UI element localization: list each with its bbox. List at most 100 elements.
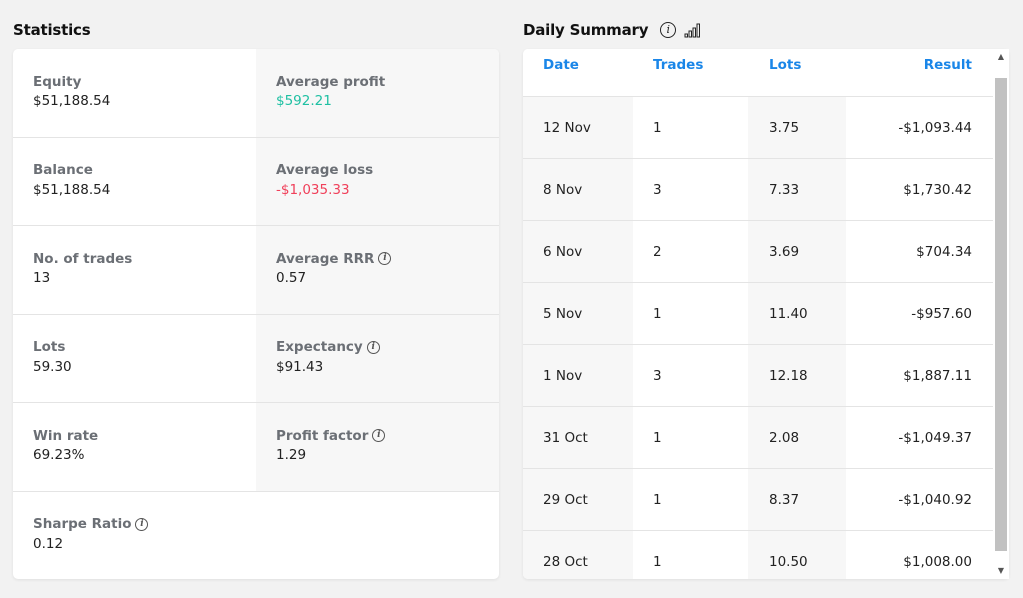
stat-row-balance: Balance $51,188.54 Average loss -$1,035.…	[13, 137, 499, 226]
column-header-date[interactable]: Date	[523, 49, 633, 96]
stat-profit-factor: Profit factor i 1.29	[256, 403, 499, 491]
cell-lots: 8.37	[748, 469, 846, 530]
stat-label: Win rate	[33, 427, 99, 444]
stat-equity: Equity $51,188.54	[13, 49, 256, 137]
info-icon[interactable]: i	[366, 340, 380, 354]
stat-label: Equity	[33, 73, 82, 90]
scroll-up-arrow-icon[interactable]: ▲	[997, 52, 1005, 61]
stat-label: Expectancy	[276, 339, 363, 355]
column-header-lots[interactable]: Lots	[748, 49, 846, 96]
cell-trades: 1	[633, 531, 748, 579]
info-icon[interactable]: i	[135, 517, 149, 531]
stat-label-wrap: Expectancy i	[276, 338, 479, 357]
cell-date: 8 Nov	[523, 159, 633, 220]
stat-value: 59.30	[33, 358, 72, 375]
daily-summary-card: Date Trades Lots Result 12 Nov 1 3.75 -$…	[523, 49, 1009, 579]
stat-value: 1.29	[276, 447, 307, 463]
cell-result: $1,730.42	[846, 159, 993, 220]
cell-date: 12 Nov	[523, 97, 633, 158]
stat-value: $91.43	[276, 358, 324, 375]
stat-row-equity: Equity $51,188.54 Average profit $592.21	[13, 49, 499, 138]
cell-date: 5 Nov	[523, 283, 633, 344]
table-row[interactable]: 6 Nov 2 3.69 $704.34	[523, 221, 993, 283]
cell-result: $1,008.00	[846, 531, 993, 579]
info-icon[interactable]: i	[372, 429, 386, 442]
column-header-result[interactable]: Result	[846, 49, 993, 96]
cell-result: $704.34	[846, 221, 993, 282]
stat-value: 0.57	[276, 270, 307, 286]
stat-value: 69.23%	[33, 447, 85, 463]
cell-date: 29 Oct	[523, 469, 633, 530]
scroll-down-arrow-icon[interactable]: ▼	[997, 566, 1005, 575]
cell-result: -$1,040.92	[846, 469, 993, 530]
cell-lots: 3.75	[748, 97, 846, 158]
cell-result: $1,887.11	[846, 345, 993, 406]
stat-value: 13	[33, 270, 51, 286]
stat-value: 0.12	[33, 535, 64, 552]
vertical-scrollbar[interactable]: ▲ ▼	[993, 49, 1009, 579]
stat-value: -$1,035.33	[276, 181, 350, 198]
stat-row-trades: No. of trades 13 Average RRR i 0.57	[13, 226, 499, 315]
cell-lots: 12.18	[748, 345, 846, 406]
cell-trades: 2	[633, 221, 748, 282]
stat-label: Average profit	[276, 73, 386, 90]
cell-trades: 1	[633, 283, 748, 344]
stat-row-lots: Lots 59.30 Expectancy i $91.43	[13, 314, 499, 403]
stat-win-rate: Win rate 69.23%	[13, 403, 256, 491]
table-row[interactable]: 5 Nov 1 11.40 -$957.60	[523, 283, 993, 345]
stat-sharpe-ratio: Sharpe Ratio i 0.12	[13, 492, 256, 580]
info-icon[interactable]: i	[378, 252, 392, 265]
cell-result: -$957.60	[846, 283, 993, 344]
stat-row-sharpe: Sharpe Ratio i 0.12	[13, 492, 499, 580]
stat-row-win-rate: Win rate 69.23% Profit factor i 1.29	[13, 403, 499, 492]
stat-average-rrr: Average RRR i 0.57	[256, 226, 499, 314]
cell-date: 28 Oct	[523, 531, 633, 579]
table-row[interactable]: 29 Oct 1 8.37 -$1,040.92	[523, 469, 993, 531]
table-row[interactable]: 1 Nov 3 12.18 $1,887.11	[523, 345, 993, 407]
stat-label-wrap: Sharpe Ratio i	[33, 515, 236, 534]
stat-label: No. of trades	[33, 250, 133, 267]
cell-result: -$1,049.37	[846, 407, 993, 468]
cell-trades: 3	[633, 159, 748, 220]
stat-no-of-trades: No. of trades 13	[13, 226, 256, 314]
cell-lots: 2.08	[748, 407, 846, 468]
stat-value: $51,188.54	[33, 93, 111, 109]
statistics-card: Equity $51,188.54 Average profit $592.21…	[13, 49, 499, 579]
cell-date: 31 Oct	[523, 407, 633, 468]
stat-average-profit: Average profit $592.21	[256, 49, 499, 137]
stat-value: $592.21	[276, 93, 332, 109]
cell-trades: 1	[633, 469, 748, 530]
table-header: Date Trades Lots Result	[523, 49, 993, 97]
table-row[interactable]: 12 Nov 1 3.75 -$1,093.44	[523, 97, 993, 159]
stat-label: Balance	[33, 162, 93, 178]
stat-expectancy: Expectancy i $91.43	[256, 314, 499, 402]
cell-result: -$1,093.44	[846, 97, 993, 158]
table-row[interactable]: 28 Oct 1 10.50 $1,008.00	[523, 531, 993, 579]
cell-lots: 7.33	[748, 159, 846, 220]
stat-label: Lots	[33, 339, 66, 355]
statistics-title: Statistics	[13, 21, 91, 39]
scrollbar-thumb[interactable]	[995, 78, 1007, 551]
column-header-trades[interactable]: Trades	[633, 49, 748, 96]
stat-lots: Lots 59.30	[13, 315, 256, 403]
bar-chart-icon[interactable]	[684, 22, 701, 38]
stat-label: Average loss	[276, 162, 374, 178]
cell-lots: 3.69	[748, 221, 846, 282]
stat-value: $51,188.54	[33, 181, 111, 198]
stat-label: Average RRR	[276, 250, 375, 267]
table-row[interactable]: 8 Nov 3 7.33 $1,730.42	[523, 159, 993, 221]
cell-trades: 1	[633, 97, 748, 158]
cell-lots: 11.40	[748, 283, 846, 344]
cell-date: 6 Nov	[523, 221, 633, 282]
stat-label: Profit factor	[276, 427, 369, 444]
daily-summary-title: Daily Summary	[523, 21, 649, 39]
cell-trades: 3	[633, 345, 748, 406]
stat-average-loss: Average loss -$1,035.33	[256, 137, 499, 225]
info-icon[interactable]: i	[660, 22, 677, 38]
stat-label-wrap: Profit factor i	[276, 426, 479, 445]
daily-summary-header: Daily Summary i	[523, 21, 701, 39]
daily-summary-table: Date Trades Lots Result 12 Nov 1 3.75 -$…	[523, 49, 993, 579]
table-row[interactable]: 31 Oct 1 2.08 -$1,049.37	[523, 407, 993, 469]
stat-label-wrap: Average RRR i	[276, 249, 479, 268]
cell-date: 1 Nov	[523, 345, 633, 406]
